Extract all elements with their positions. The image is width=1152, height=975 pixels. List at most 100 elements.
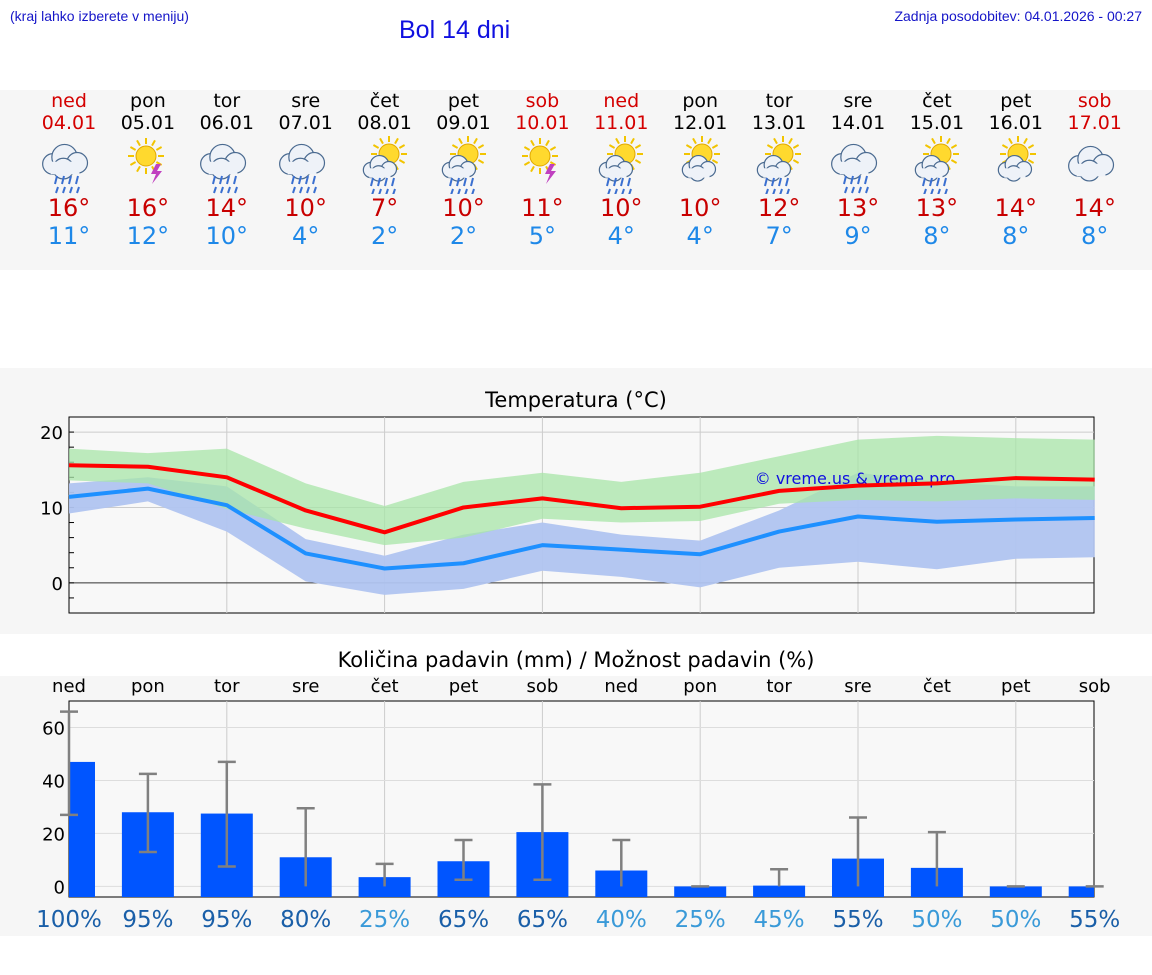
rain-drop <box>858 186 862 194</box>
rain-drops <box>843 175 869 194</box>
precip-probability: 80% <box>280 907 331 933</box>
rain-cloud-icon <box>831 143 878 194</box>
x-category-label: sob <box>1079 676 1111 697</box>
cloud-icon <box>1067 145 1114 182</box>
day-column: sob 10.01 11° 5° <box>503 90 581 250</box>
page-title: Bol 14 dni <box>399 16 511 44</box>
sun-cloud-rain-icon <box>441 136 486 196</box>
lightning-bolt <box>545 164 557 184</box>
sun-ray <box>530 139 536 147</box>
rain-drop <box>448 177 453 187</box>
weather-icon-slot <box>30 134 108 194</box>
cloud-fill <box>368 168 391 178</box>
precip-probability: 65% <box>517 907 568 933</box>
rain-drops <box>211 175 238 194</box>
rain-drops <box>54 175 80 194</box>
day-date: 11.01 <box>594 112 649 134</box>
rain-drop <box>68 175 72 185</box>
x-category-label: sob <box>526 676 558 697</box>
sun-thunder-icon <box>522 138 559 184</box>
max-temp: 14° <box>205 194 249 222</box>
day-name: sob <box>525 90 560 112</box>
rain-drop <box>290 175 295 185</box>
x-category-label: tor <box>766 676 792 697</box>
weather-icon-slot <box>503 134 581 194</box>
rain-drop <box>304 175 309 185</box>
rain-drop <box>212 186 217 194</box>
y-tick-label: 10 <box>40 498 63 519</box>
rain-drop <box>935 177 940 187</box>
lightning-bolt <box>150 164 162 184</box>
rain-drop <box>627 177 632 187</box>
rain-drop <box>921 177 926 187</box>
sun-shape <box>127 138 164 174</box>
temp-chart-title: Temperatura (°C) <box>485 388 667 412</box>
sun-ray <box>524 146 531 151</box>
rain-drop <box>55 186 59 194</box>
y-tick-label: 20 <box>42 824 65 845</box>
sun-ray <box>151 139 156 147</box>
sun-ray <box>155 146 162 151</box>
weather-icon-slot <box>188 134 266 194</box>
day-column: pet 09.01 10° 2° <box>425 90 503 250</box>
rain-drop <box>942 177 947 187</box>
day-date: 09.01 <box>436 112 491 134</box>
min-temp: 4° <box>607 222 635 250</box>
cloud-shape <box>914 154 949 182</box>
cloud-fill <box>1076 163 1106 177</box>
min-temp: 2° <box>449 222 478 250</box>
rain-drop <box>298 186 303 194</box>
sun-ray <box>398 144 405 149</box>
rain-drop <box>305 186 310 194</box>
weather-icon-slot <box>898 134 976 196</box>
rain-drop <box>297 175 302 185</box>
sun-ray <box>136 165 141 173</box>
sun-ray <box>1001 144 1008 149</box>
day-name: tor <box>213 90 241 112</box>
precip-probability: 25% <box>675 907 726 933</box>
min-temp: 8° <box>923 222 951 250</box>
sun-ray <box>530 165 536 173</box>
day-column: pet 16.01 14° 8° <box>977 90 1055 250</box>
max-temp: 13° <box>836 194 880 222</box>
day-column: čet 08.01 7° 2° <box>346 90 424 250</box>
cloud-fill <box>921 168 943 178</box>
max-temp: 12° <box>757 194 801 222</box>
cloud-fill <box>287 161 317 175</box>
y-tick-label: 20 <box>40 423 63 444</box>
weather-icon-slot <box>425 134 503 196</box>
rain-drop <box>771 177 776 187</box>
sun-shape <box>607 136 644 172</box>
y-tick-label: 40 <box>42 771 65 792</box>
rain-drop <box>69 186 73 194</box>
cloud-icon <box>1067 145 1114 182</box>
max-temp: 14° <box>994 194 1038 222</box>
x-category-label: ned <box>52 676 86 697</box>
rain-drop <box>376 177 381 187</box>
sun-ray <box>1022 137 1028 145</box>
day-date: 12.01 <box>672 112 728 134</box>
min-temp: 9° <box>844 222 872 250</box>
sun-ray <box>950 159 957 164</box>
precip-bar <box>1068 886 1094 897</box>
rain-drop <box>850 175 854 185</box>
rain-drop <box>843 175 847 185</box>
day-name: pet <box>1000 90 1032 112</box>
sun-ray <box>155 161 162 166</box>
sun-cloud-icon <box>997 136 1036 182</box>
sun-ray <box>946 137 951 145</box>
cloud-fill <box>839 161 869 175</box>
cloud-shape <box>278 143 325 180</box>
max-temp: 13° <box>915 194 959 222</box>
precip-bar <box>674 886 727 897</box>
sun-ray <box>635 144 642 149</box>
precip-bar <box>69 761 95 897</box>
sun-cloud-icon <box>681 136 721 182</box>
sun-ray <box>686 144 693 149</box>
min-temp: 12° <box>126 222 170 250</box>
day-name: pon <box>682 90 719 112</box>
rain-drop <box>226 186 231 194</box>
sun-ray <box>477 159 484 164</box>
day-name: pet <box>447 90 480 112</box>
cloud-shape <box>599 154 634 182</box>
